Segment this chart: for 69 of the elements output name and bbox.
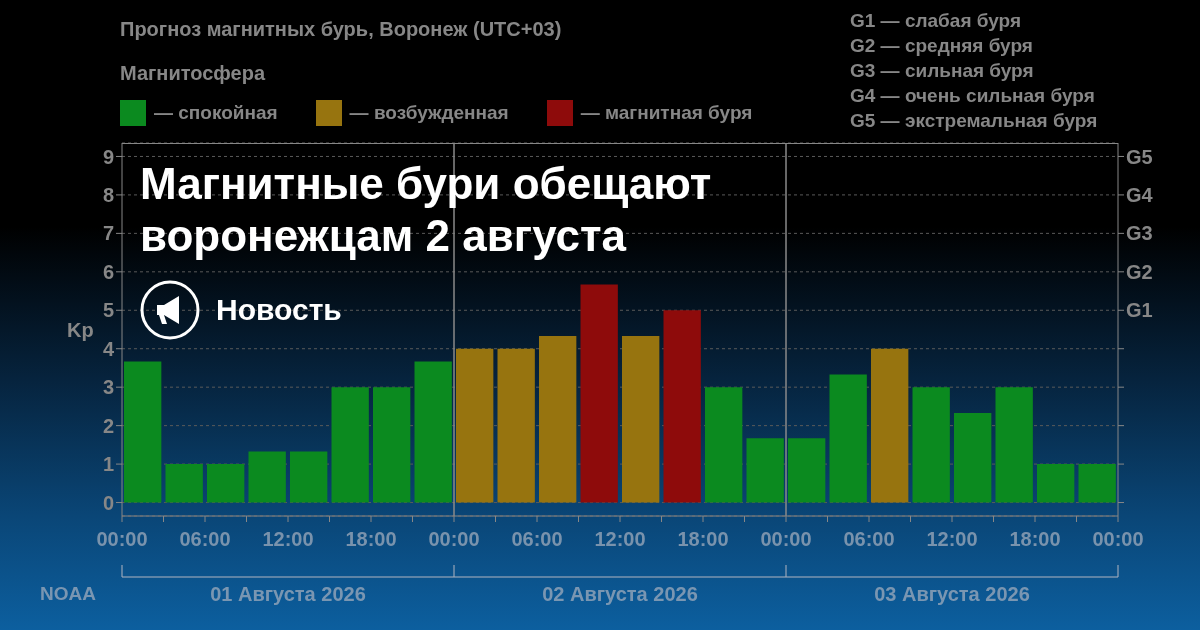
y-tick-label: 0 [102,491,114,514]
text: Магнитные бури обещают воронежцам 2 августа [140,158,713,262]
x-tick-label: 18:00 [1009,528,1061,551]
text: G1 — слабая буря [850,9,1023,33]
x-tick-label: 12:00 [262,528,314,551]
category-label: G3 [1126,222,1153,245]
bar [954,412,992,503]
bar [871,348,909,503]
x-tick-label: 12:00 [594,528,646,551]
text: G2 — средняя буря [850,34,1034,58]
y-tick-label: 8 [102,184,114,207]
category-label: G1 [1126,299,1153,322]
text: 01 Августа 2026 [210,583,366,605]
bar [912,387,950,503]
x-tick-label: 18:00 [345,528,397,551]
text: 02 Августа 2026 [542,583,698,605]
text: 03 Августа 2026 [874,583,1030,605]
category-label: G5 [1126,145,1153,168]
legend-title: Магнитосфера [120,62,267,85]
y-tick-label: 5 [102,299,114,322]
category-label: G4 [1126,184,1153,207]
bar [788,438,826,503]
x-tick-label: 18:00 [677,528,729,551]
annotation: Новость [216,293,342,327]
chart-subtitle: Прогноз магнитных бурь, Воронеж (UTC+03) [120,18,562,41]
y-tick-label: 1 [102,453,114,476]
legend-label: — возбужденная [349,102,509,124]
bar [165,464,203,503]
bar [414,361,452,503]
x-tick-label: 00:00 [1092,528,1144,551]
y-axis-title: Kp [67,318,94,341]
bar [207,464,245,503]
x-tick-label: 12:00 [926,528,978,551]
x-tick-label: 06:00 [511,528,563,551]
y-tick-label: 2 [102,414,114,437]
y-tick-label: 7 [102,222,114,245]
legend-label: — спокойная [154,102,278,124]
bar [829,374,867,503]
x-tick-label: 06:00 [179,528,231,551]
bar [995,387,1033,503]
category-label: G2 [1126,260,1153,283]
x-tick-label: 06:00 [843,528,895,551]
x-tick-label: 00:00 [96,528,148,551]
bar [290,451,328,503]
bar [622,336,660,503]
x-tick-label: 00:00 [760,528,812,551]
y-tick-label: 9 [102,145,114,168]
bar [746,438,784,503]
bar [663,310,701,503]
bar [705,387,743,503]
bar [497,348,535,503]
y-tick-label: 3 [102,376,114,399]
bar [1078,464,1116,503]
bar [373,387,411,503]
y-tick-label: 4 [102,337,115,360]
legend-label: — магнитная буря [580,102,753,124]
text: G4 — очень сильная буря [850,84,1096,108]
bar [1037,464,1075,503]
text: NOAA [40,583,96,605]
bar [248,451,286,503]
x-tick-label: 00:00 [428,528,480,551]
bar [331,387,369,503]
bar [580,284,618,503]
bar [456,348,494,503]
bar [124,361,162,503]
text: G3 — сильная буря [850,59,1035,83]
y-tick-label: 6 [102,260,114,283]
text: G5 — экстремальная буря [850,109,1098,133]
bar [539,336,577,503]
